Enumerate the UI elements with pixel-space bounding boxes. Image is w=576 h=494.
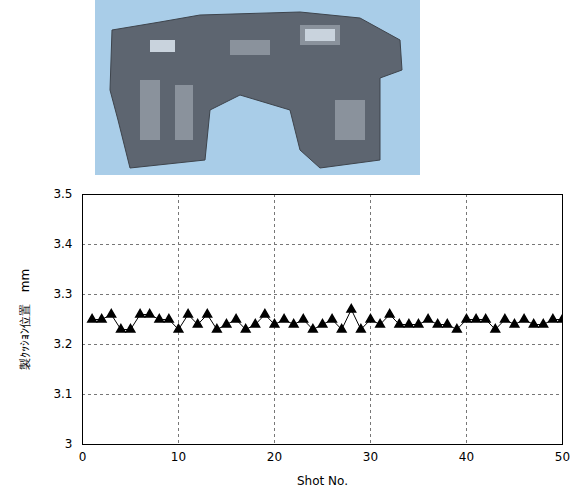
svg-text:3.2: 3.2 [53,337,72,351]
svg-text:Shot No.: Shot No. [297,474,348,488]
svg-text:3.1: 3.1 [53,387,72,401]
svg-text:製ｸｯｼｮﾝ位置 mm: 製ｸｯｼｮﾝ位置 mm [18,269,32,370]
svg-text:3.3: 3.3 [53,287,72,301]
svg-text:30: 30 [363,450,378,464]
svg-text:3.5: 3.5 [53,187,72,201]
svg-text:0: 0 [79,450,87,464]
svg-text:50: 50 [555,450,570,464]
svg-text:10: 10 [171,450,186,464]
svg-text:3.4: 3.4 [53,237,72,251]
svg-text:40: 40 [459,450,474,464]
svg-text:3: 3 [65,437,73,451]
svg-text:20: 20 [267,450,282,464]
